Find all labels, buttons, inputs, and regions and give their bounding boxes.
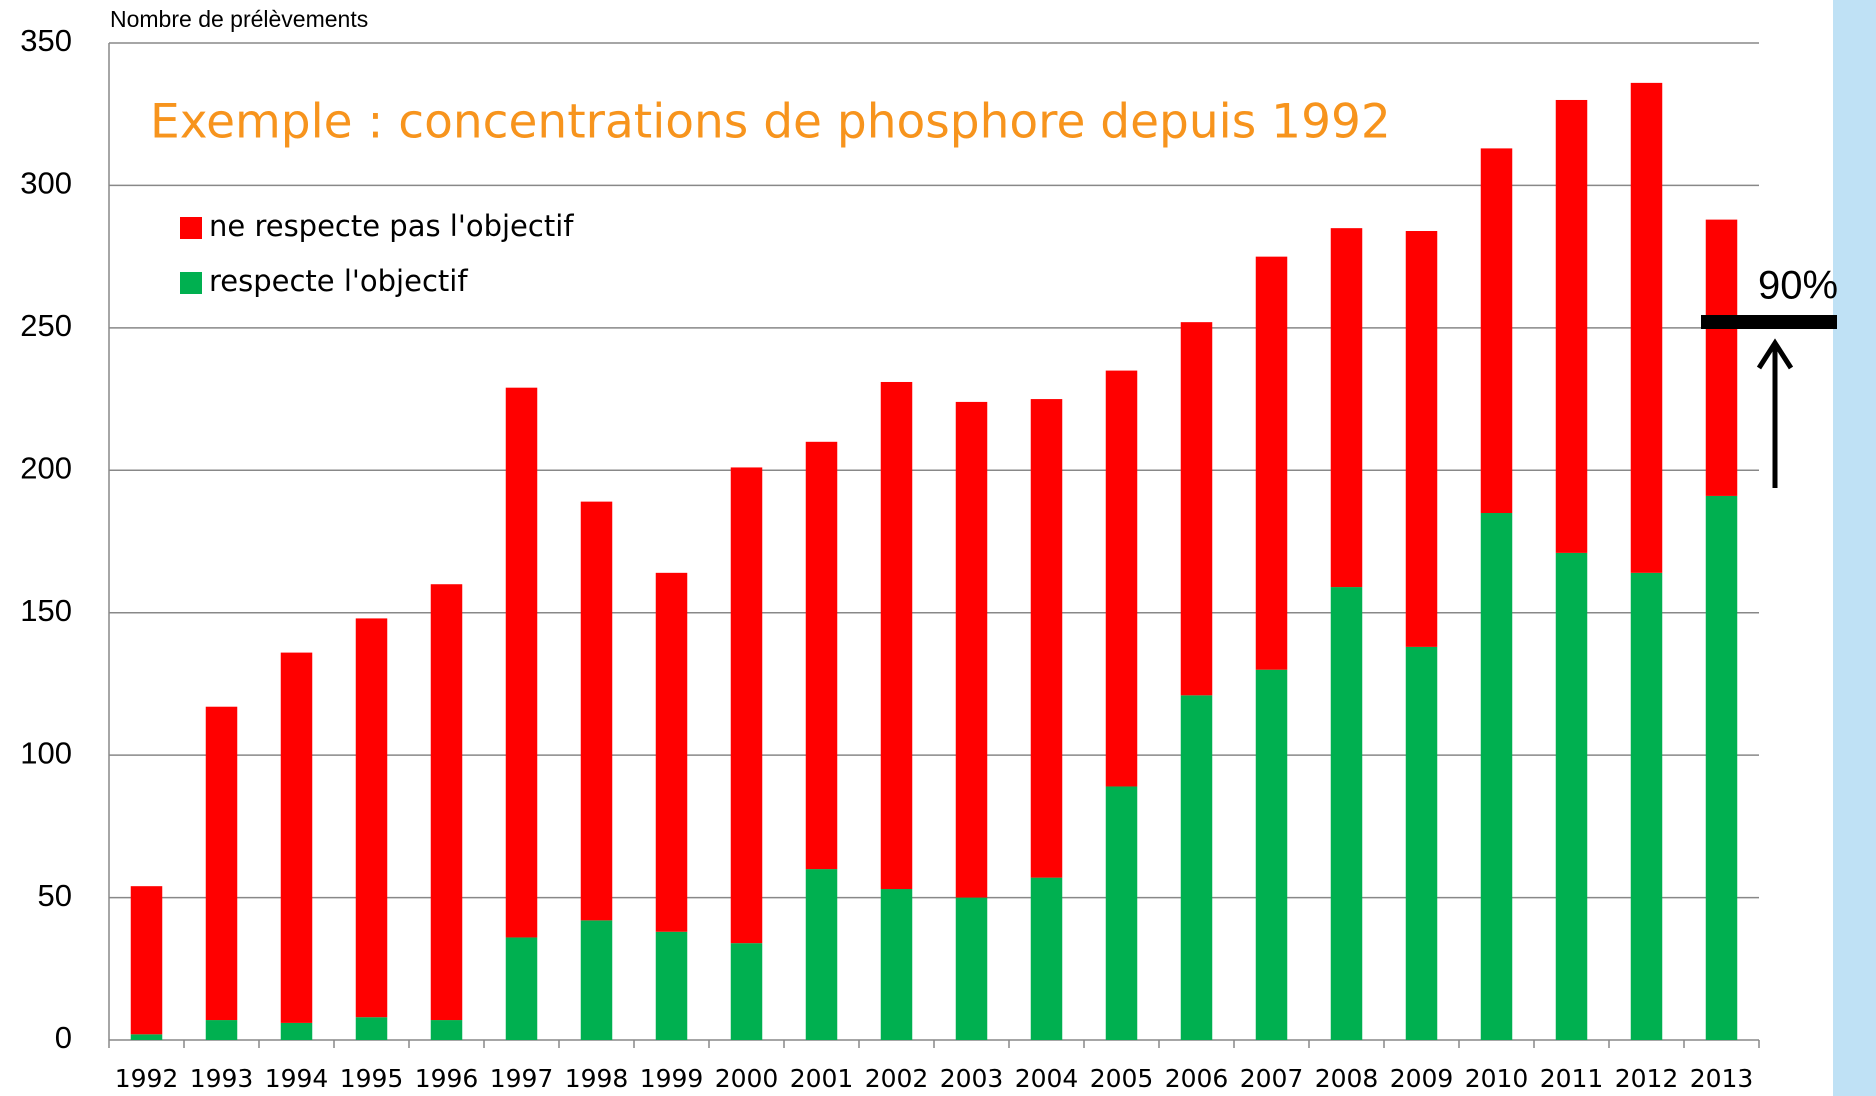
side-strip [1833, 0, 1876, 1096]
bar-segment [581, 920, 613, 1040]
y-tick-label: 350 [20, 23, 72, 58]
legend-swatch [180, 217, 202, 239]
bar-segment [1031, 878, 1063, 1040]
bar-segment [881, 889, 913, 1040]
bar-segment [806, 869, 838, 1040]
bar-segment [1181, 695, 1213, 1040]
bar-segment [206, 707, 238, 1020]
x-tick-label: 2003 [940, 1064, 1004, 1093]
x-tick-label: 2011 [1540, 1064, 1604, 1093]
legend-swatch [180, 272, 202, 294]
y-tick-label: 50 [38, 878, 72, 913]
x-tick-label: 2012 [1615, 1064, 1679, 1093]
bar-segment [1406, 647, 1438, 1040]
bar-segment [956, 898, 988, 1040]
bar-segment [506, 388, 538, 938]
bar-segment [1706, 220, 1738, 496]
x-tick-label: 1999 [640, 1064, 704, 1093]
bar-segment [581, 502, 613, 921]
bar-segment [1631, 573, 1663, 1040]
bar-segment [1181, 322, 1213, 695]
target-line [1701, 315, 1837, 329]
bar-segment [806, 442, 838, 869]
bar-segment [206, 1020, 238, 1040]
bar-segment [1331, 587, 1363, 1040]
bar-segment [1631, 83, 1663, 573]
bar-segment [1106, 786, 1138, 1040]
bar-segment [1481, 513, 1513, 1040]
bar-segment [1256, 670, 1288, 1040]
bar-segment [1481, 148, 1513, 513]
y-tick-label: 100 [20, 735, 72, 770]
annotation: 90% [1758, 264, 1838, 308]
x-tick-label: 2010 [1465, 1064, 1529, 1093]
x-tick-label: 1995 [340, 1064, 404, 1093]
chart: Nombre de prélèvements 0 50 100 150 200 250 30… [0, 0, 1876, 1096]
x-tick-label: 2001 [790, 1064, 854, 1093]
x-tick-label: 2013 [1690, 1064, 1754, 1093]
bar-segment [731, 467, 763, 943]
bar-segment [431, 1020, 463, 1040]
bar-segment [656, 573, 688, 932]
bar-segment [281, 1023, 313, 1040]
bar-segment [1706, 496, 1738, 1040]
x-tick-label: 1998 [565, 1064, 629, 1093]
legend-label: respecte l'objectif [209, 264, 468, 298]
legend-label: ne respecte pas l'objectif [209, 209, 574, 243]
x-tick-label: 1994 [265, 1064, 329, 1093]
x-tick-label: 1992 [115, 1064, 179, 1093]
page: Nombre de prélèvements 0 50 100 150 200 250 30… [0, 0, 1876, 1096]
bar-segment [131, 1034, 163, 1040]
bar-segment [1556, 553, 1588, 1040]
y-tick-label: 250 [20, 308, 72, 343]
bar-segment [656, 932, 688, 1040]
x-tick-label: 1993 [190, 1064, 254, 1093]
bar-segment [1106, 371, 1138, 787]
y-tick-label: 150 [20, 593, 72, 628]
x-tick-label: 2008 [1315, 1064, 1379, 1093]
x-tick-label: 2006 [1165, 1064, 1229, 1093]
bar-segment [281, 653, 313, 1023]
bar-segment [131, 886, 163, 1034]
chart-title: Exemple : concentrations de phosphore de… [150, 95, 1391, 150]
bar-segment [1331, 228, 1363, 587]
y-tick-label: 200 [20, 450, 72, 485]
x-tick-label: 2007 [1240, 1064, 1304, 1093]
x-tick-label: 1997 [490, 1064, 554, 1093]
x-tick-label: 2000 [715, 1064, 779, 1093]
x-tick-label: 2005 [1090, 1064, 1154, 1093]
bar-segment [1031, 399, 1063, 878]
x-tick-label: 2002 [865, 1064, 929, 1093]
bar-segment [881, 382, 913, 889]
bar-segment [356, 618, 388, 1017]
bar-segment [731, 943, 763, 1040]
x-tick-label: 1996 [415, 1064, 479, 1093]
x-tick-label: 2004 [1015, 1064, 1079, 1093]
bar-segment [506, 937, 538, 1040]
y-tick-label: 0 [55, 1020, 72, 1055]
bar-segment [1256, 257, 1288, 670]
bar-segment [956, 402, 988, 898]
bar-segment [1556, 100, 1588, 553]
y-tick-label: 300 [20, 166, 72, 201]
y-axis-label: Nombre de prélèvements [110, 6, 368, 32]
x-tick-label: 2009 [1390, 1064, 1454, 1093]
plot: 0 50 100 150 200 250 300 350 1992 1993 1994 1995 199… [20, 23, 1759, 1093]
bar-segment [1406, 231, 1438, 647]
bar-segment [431, 584, 463, 1020]
bar-segment [356, 1017, 388, 1040]
